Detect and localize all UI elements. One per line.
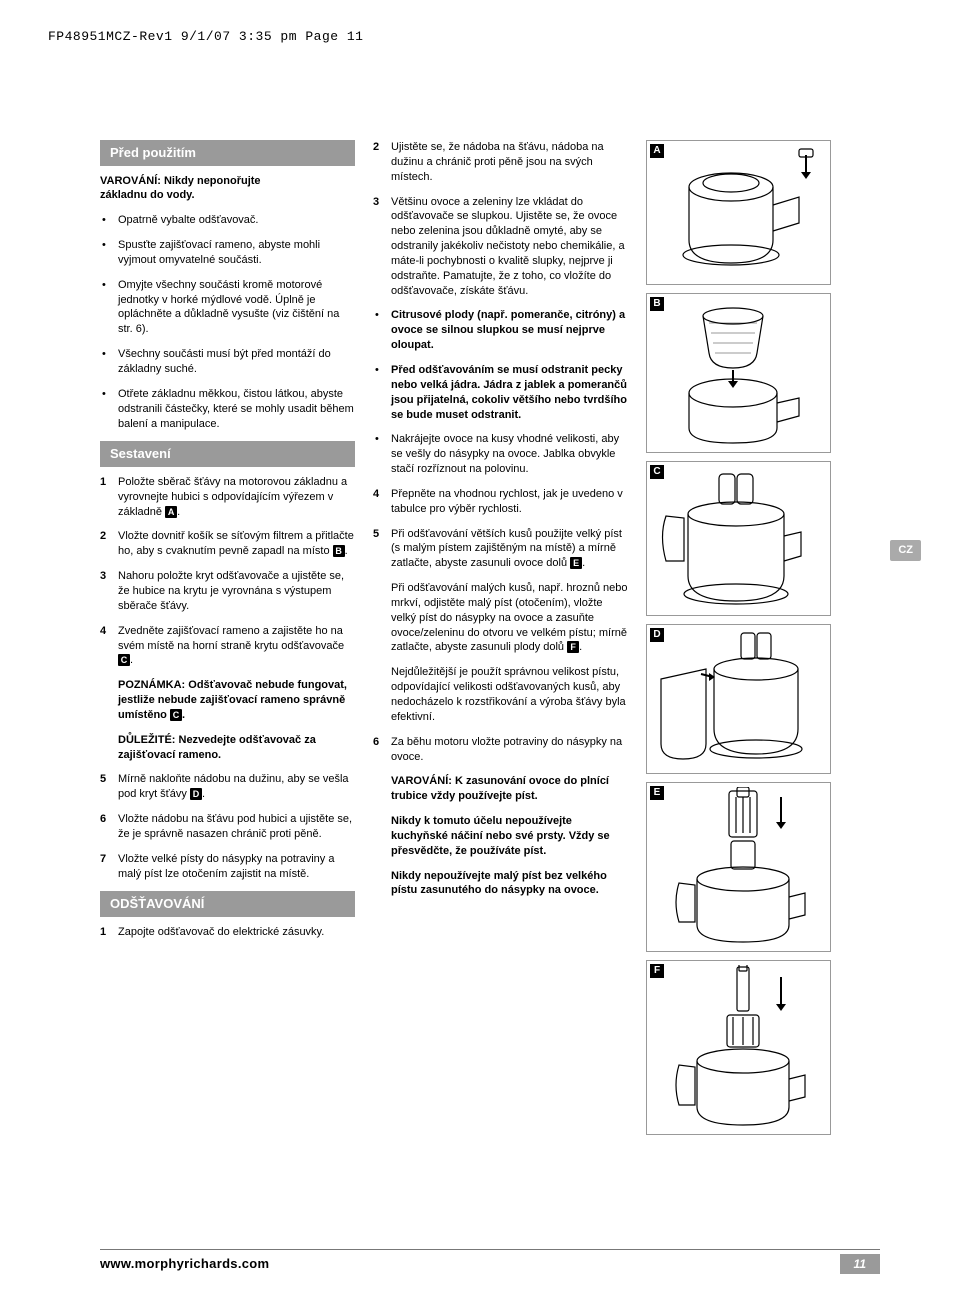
- assembly-note: POZNÁMKA: Odšťavovač nebude fungovat, je…: [100, 678, 355, 723]
- step-6: 6Vložte nádobu na šťávu pod hubici a uji…: [100, 812, 355, 842]
- figure-f: F: [646, 960, 831, 1135]
- figure-label-e: E: [650, 786, 664, 800]
- jstep-6: 6Za běhu motoru vložte potraviny do násy…: [373, 735, 628, 765]
- t: Položte sběrač šťávy na motorovou základ…: [118, 476, 347, 518]
- language-tab: CZ: [890, 540, 921, 561]
- step-5: 5Mírně nakloňte nádobu na dužinu, aby se…: [100, 772, 355, 802]
- warning-immersion: VAROVÁNÍ: Nikdy neponořujte základnu do …: [100, 174, 355, 204]
- t: Mírně nakloňte nádobu na dužinu, aby se …: [118, 773, 349, 800]
- jstep-5: 5Při odšťavování větších kusů použijte v…: [373, 527, 628, 572]
- before-use-list: Opatrně vybalte odšťavovač. Spusťte zaji…: [100, 213, 355, 431]
- page-footer: www.morphyrichards.com 11: [100, 1249, 880, 1274]
- t: Před odšťavováním se musí odstranit peck…: [391, 364, 627, 421]
- list-item: Nakrájejte ovoce na kusy vhodné velikost…: [373, 432, 628, 477]
- footer-url: www.morphyrichards.com: [100, 1255, 269, 1273]
- t: Vložte dovnitř košík se síťovým filtrem …: [118, 530, 354, 557]
- juice-warn-3: Nikdy nepoužívejte malý píst bez velkého…: [373, 869, 628, 899]
- figure-label-a: A: [650, 144, 664, 158]
- juicing-list-1: 1Zapojte odšťavovač do elektrické zásuvk…: [100, 925, 355, 940]
- ref-e: E: [570, 557, 582, 569]
- juice-warn-2: Nikdy k tomuto účelu nepoužívejte kuchyň…: [373, 814, 628, 859]
- step-3: 3Nahoru položte kryt odšťavovače a ujist…: [100, 569, 355, 614]
- column-figures: CZ A B: [646, 140, 856, 1143]
- juice-warn-1: VAROVÁNÍ: K zasunování ovoce do plnící t…: [373, 774, 628, 804]
- ref-f: F: [567, 641, 579, 653]
- warn-l2: základnu do vody.: [100, 189, 195, 201]
- page-number: 11: [840, 1254, 880, 1274]
- juicing-list-3: 4Přepněte na vhodnou rychlost, jak je uv…: [373, 487, 628, 898]
- figure-label-d: D: [650, 628, 664, 642]
- jstep-5c: Nejdůležitější je použít správnou veliko…: [373, 665, 628, 724]
- list-item: Omyjte všechny součásti kromě motorové j…: [100, 278, 355, 337]
- jstep-3: 3Většinu ovoce a zeleniny lze vkládat do…: [373, 195, 628, 299]
- figure-d: D: [646, 624, 831, 774]
- figure-e: E: [646, 782, 831, 952]
- step-4: 4Zvedněte zajišťovací rameno a zajistěte…: [100, 624, 355, 669]
- figure-label-b: B: [650, 297, 664, 311]
- jstep-1: 1Zapojte odšťavovač do elektrické zásuvk…: [100, 925, 355, 940]
- warn-l1: VAROVÁNÍ: Nikdy neponořujte: [100, 175, 261, 187]
- step-2: 2Vložte dovnitř košík se síťovým filtrem…: [100, 529, 355, 559]
- section-before-use: Před použitím: [100, 140, 355, 166]
- t: Při odšťavování malých kusů, např. hrozn…: [391, 582, 627, 653]
- t: POZNÁMKA: Odšťavovač nebude fungovat, je…: [118, 679, 347, 721]
- section-juicing: ODŠŤAVOVÁNÍ: [100, 891, 355, 917]
- figure-c: C: [646, 461, 831, 616]
- ref-c: C: [118, 654, 130, 666]
- list-item: Otřete základnu měkkou, čistou látkou, a…: [100, 387, 355, 432]
- figure-label-f: F: [650, 964, 664, 978]
- jstep-5b: Při odšťavování malých kusů, např. hrozn…: [373, 581, 628, 655]
- section-assembly: Sestavení: [100, 441, 355, 467]
- ref-b: B: [333, 545, 345, 557]
- crop-mark-header: FP48951MCZ-Rev1 9/1/07 3:35 pm Page 11: [48, 28, 363, 46]
- column-middle: 2Ujistěte se, že nádoba na šťávu, nádoba…: [373, 140, 628, 1143]
- t: Zvedněte zajišťovací rameno a zajistěte …: [118, 625, 344, 652]
- figure-label-c: C: [650, 465, 664, 479]
- page-content: Před použitím VAROVÁNÍ: Nikdy neponořujt…: [100, 140, 880, 1143]
- jstep-2: 2Ujistěte se, že nádoba na šťávu, nádoba…: [373, 140, 628, 185]
- assembly-list: 1Položte sběrač šťávy na motorovou zákla…: [100, 475, 355, 882]
- step-7: 7Vložte velké písty do násypky na potrav…: [100, 852, 355, 882]
- t: Citrusové plody (např. pomeranče, citrón…: [391, 309, 625, 351]
- juicing-list-2: 2Ujistěte se, že nádoba na šťávu, nádoba…: [373, 140, 628, 298]
- list-item: Všechny součásti musí být před montáží d…: [100, 347, 355, 377]
- list-item: Citrusové plody (např. pomeranče, citrón…: [373, 308, 628, 353]
- list-item: Spusťte zajišťovací rameno, abyste mohli…: [100, 238, 355, 268]
- ref-a: A: [165, 506, 177, 518]
- list-item: Před odšťavováním se musí odstranit peck…: [373, 363, 628, 422]
- assembly-important: DŮLEŽITÉ: Nezvedejte odšťavovač za zajiš…: [100, 733, 355, 763]
- figure-a: A: [646, 140, 831, 285]
- ref-c2: C: [170, 709, 182, 721]
- juicing-bullets: Citrusové plody (např. pomeranče, citrón…: [373, 308, 628, 476]
- t: Při odšťavování větších kusů použijte ve…: [391, 528, 622, 570]
- figure-b: B: [646, 293, 831, 453]
- step-1: 1Položte sběrač šťávy na motorovou zákla…: [100, 475, 355, 520]
- jstep-4: 4Přepněte na vhodnou rychlost, jak je uv…: [373, 487, 628, 517]
- ref-d: D: [190, 788, 202, 800]
- column-left: Před použitím VAROVÁNÍ: Nikdy neponořujt…: [100, 140, 355, 1143]
- list-item: Opatrně vybalte odšťavovač.: [100, 213, 355, 228]
